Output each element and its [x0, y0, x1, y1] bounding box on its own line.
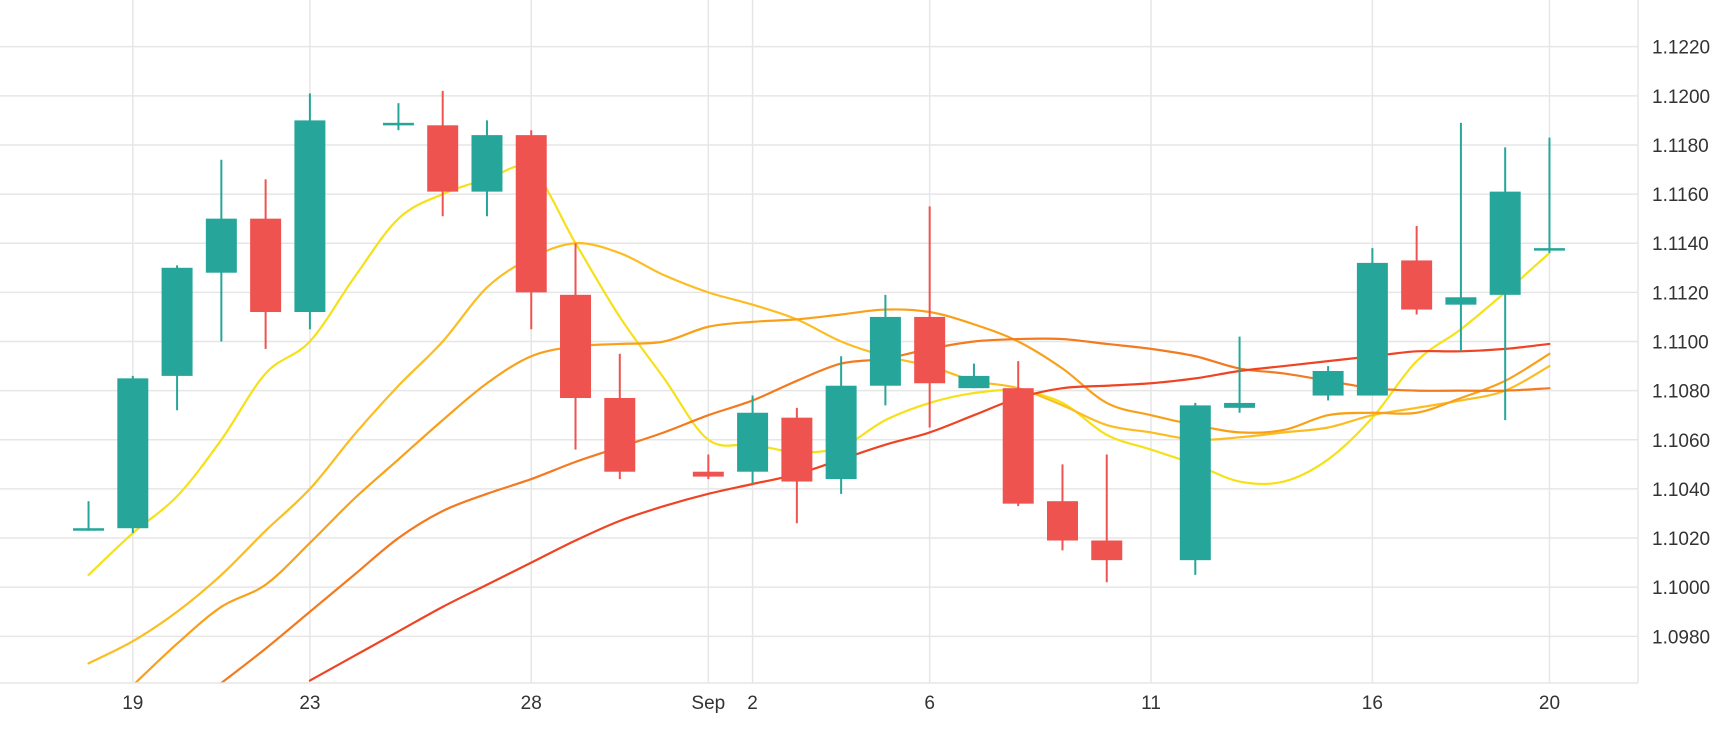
y-axis: 1.0980 1.1000 1.1020 1.1040 1.1060 1.1080 1.11…: [1637, 0, 1710, 683]
candle: [205, 159, 237, 342]
candle: [1002, 361, 1034, 507]
candle: [1046, 464, 1078, 551]
candle: [427, 90, 459, 217]
y-tick-label: 1.1040: [1652, 480, 1710, 501]
y-tick-label: 1.1020: [1652, 529, 1710, 550]
candle: [560, 243, 592, 450]
candle: [958, 363, 990, 389]
candle: [1445, 122, 1477, 352]
horizontal-gridlines: [0, 45, 1638, 638]
candle-body-up: [1489, 191, 1521, 295]
candle-body-down: [560, 294, 592, 399]
x-tick-label: Sep: [691, 693, 725, 714]
y-tick-label: 1.1100: [1652, 333, 1709, 354]
candle-body-up: [73, 528, 105, 531]
candle-body-down: [427, 125, 459, 192]
candle: [825, 356, 857, 494]
x-tick-label: 2: [747, 693, 758, 714]
candle: [1312, 366, 1344, 401]
candle-body-down: [781, 417, 813, 482]
candle-body-up: [1445, 297, 1477, 305]
candle-body-down: [1002, 388, 1034, 504]
candle-body-up: [737, 412, 769, 472]
candle-body-down: [515, 135, 547, 293]
candle: [515, 130, 547, 330]
y-tick-label: 1.1000: [1652, 578, 1710, 599]
candle: [250, 179, 282, 349]
candle-body-down: [1046, 501, 1078, 541]
candle-body-up: [825, 385, 857, 480]
candle-body-up: [1533, 248, 1565, 251]
candle: [73, 501, 105, 531]
ma-line-3: [133, 308, 1551, 683]
y-tick-label: 1.1060: [1652, 431, 1710, 452]
candle-body-up: [382, 122, 414, 126]
candle: [471, 120, 503, 217]
candle-body-up: [869, 316, 901, 386]
candle-body-up: [117, 378, 149, 529]
candle-body-down: [250, 218, 282, 313]
candle: [1224, 336, 1256, 413]
x-tick-label: 23: [299, 693, 320, 714]
candle: [737, 395, 769, 484]
candle: [161, 265, 193, 411]
candle-body-up: [1356, 262, 1388, 396]
y-tick-label: 1.0980: [1652, 627, 1710, 648]
moving-average-lines: [87, 164, 1551, 683]
candle: [1179, 402, 1211, 575]
candle-body-up: [471, 135, 503, 192]
x-tick-label: 11: [1141, 693, 1161, 714]
candle: [914, 206, 946, 428]
x-axis: 19 23 28 Sep 2 6 11 16 20: [0, 682, 1638, 714]
candle: [382, 103, 414, 131]
candle: [1356, 248, 1388, 396]
candle: [1533, 137, 1565, 254]
candle-body-up: [1312, 370, 1344, 396]
candle-body-up: [1224, 402, 1256, 408]
x-tick-label: 28: [521, 693, 542, 714]
candle: [781, 407, 813, 524]
candle: [869, 294, 901, 406]
candle-body-down: [1401, 260, 1433, 310]
y-tick-label: 1.1080: [1652, 382, 1710, 403]
candle: [294, 93, 326, 330]
x-tick-label: 20: [1539, 693, 1560, 714]
candle-body-up: [294, 120, 326, 313]
candles: [73, 90, 1565, 583]
x-tick-label: 16: [1362, 693, 1383, 714]
candle: [604, 353, 636, 480]
candle: [1489, 147, 1521, 421]
ma-line-5: [308, 342, 1551, 682]
candle-body-up: [958, 375, 990, 389]
candle: [117, 375, 149, 534]
ma-line-2: [87, 242, 1551, 665]
candle: [692, 454, 724, 480]
y-tick-label: 1.1220: [1652, 38, 1710, 59]
y-tick-label: 1.1180: [1652, 136, 1709, 157]
candle: [1401, 226, 1433, 315]
candle-body-up: [1179, 405, 1211, 561]
candle: [1091, 454, 1123, 583]
x-tick-label: 6: [924, 693, 935, 714]
candle-body-down: [914, 316, 946, 384]
y-tick-label: 1.1120: [1652, 283, 1709, 304]
candle-body-down: [604, 398, 636, 472]
y-tick-label: 1.1140: [1652, 234, 1709, 255]
y-tick-label: 1.1160: [1652, 185, 1709, 206]
candle-body-up: [161, 267, 193, 376]
candle-body-up: [205, 218, 237, 273]
x-tick-label: 19: [122, 693, 143, 714]
candle-body-down: [692, 471, 724, 477]
candle-body-down: [1091, 540, 1123, 561]
y-tick-label: 1.1200: [1652, 87, 1710, 108]
